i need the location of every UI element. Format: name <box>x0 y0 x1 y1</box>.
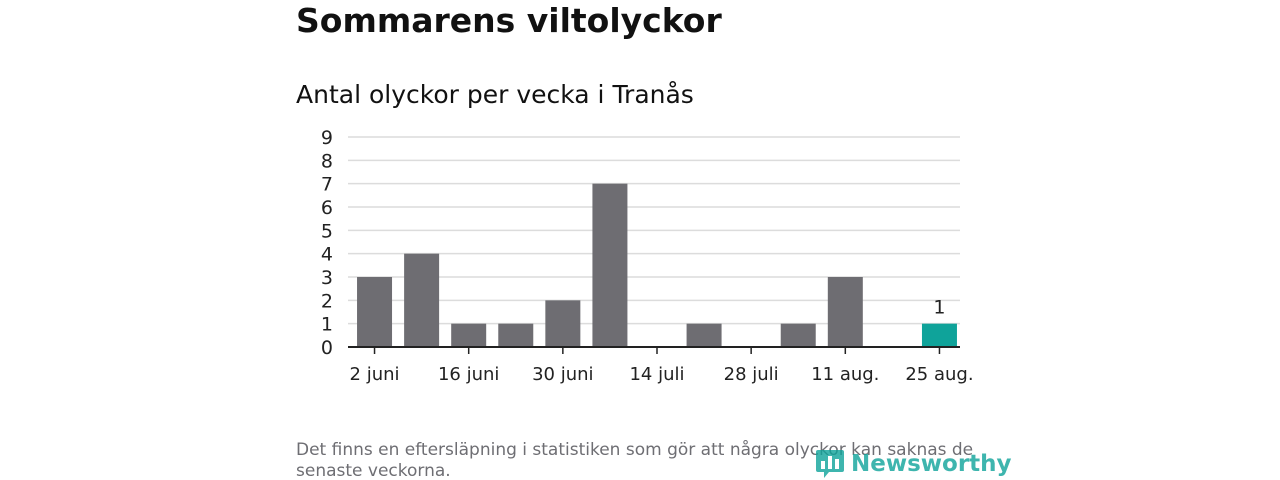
y-tick-label: 3 <box>321 267 333 289</box>
y-tick-label: 5 <box>321 220 333 242</box>
y-tick-label: 0 <box>321 337 333 359</box>
bar <box>357 277 393 347</box>
footnote: Det finns en eftersläpning i statistiken… <box>296 440 974 480</box>
y-tick-label: 7 <box>321 174 333 196</box>
data-label: 1 <box>933 297 945 319</box>
brand-logo: Newsworthy <box>815 447 1012 480</box>
bars <box>357 183 957 347</box>
x-tick-label: 30 juni <box>532 364 593 385</box>
brand-name: Newsworthy <box>851 451 1012 477</box>
x-tick-label: 16 juni <box>438 364 499 385</box>
y-tick-label: 6 <box>321 197 333 219</box>
x-tick-label: 25 aug. <box>905 364 973 385</box>
x-axis-ticks: 2 juni 16 juni 30 juni 14 juli 28 juli 11 aug… <box>350 347 974 385</box>
bar-highlighted <box>921 323 957 347</box>
bar <box>592 183 628 347</box>
x-tick-label: 2 juni <box>350 364 400 385</box>
bar <box>827 277 863 347</box>
grid-lines <box>348 136 960 325</box>
chart-subtitle: Antal olyckor per vecka i Tranås <box>296 80 694 109</box>
bar <box>545 300 581 347</box>
x-tick-label: 14 juli <box>629 364 684 385</box>
y-tick-label: 9 <box>321 127 333 149</box>
y-tick-label: 8 <box>321 150 333 172</box>
x-tick-label: 11 aug. <box>811 364 879 385</box>
x-tick-label: 28 juli <box>724 364 779 385</box>
bar <box>451 323 487 347</box>
bar <box>498 323 534 347</box>
data-labels: 1 <box>933 297 945 319</box>
y-tick-label: 4 <box>321 244 333 266</box>
bar <box>404 253 440 347</box>
bar <box>686 323 722 347</box>
bar-chart-bubble-icon <box>816 450 844 478</box>
bar <box>780 323 816 347</box>
y-tick-label: 2 <box>321 290 333 312</box>
chart-title: Sommarens viltolyckor <box>296 1 722 40</box>
y-tick-label: 1 <box>321 314 333 336</box>
